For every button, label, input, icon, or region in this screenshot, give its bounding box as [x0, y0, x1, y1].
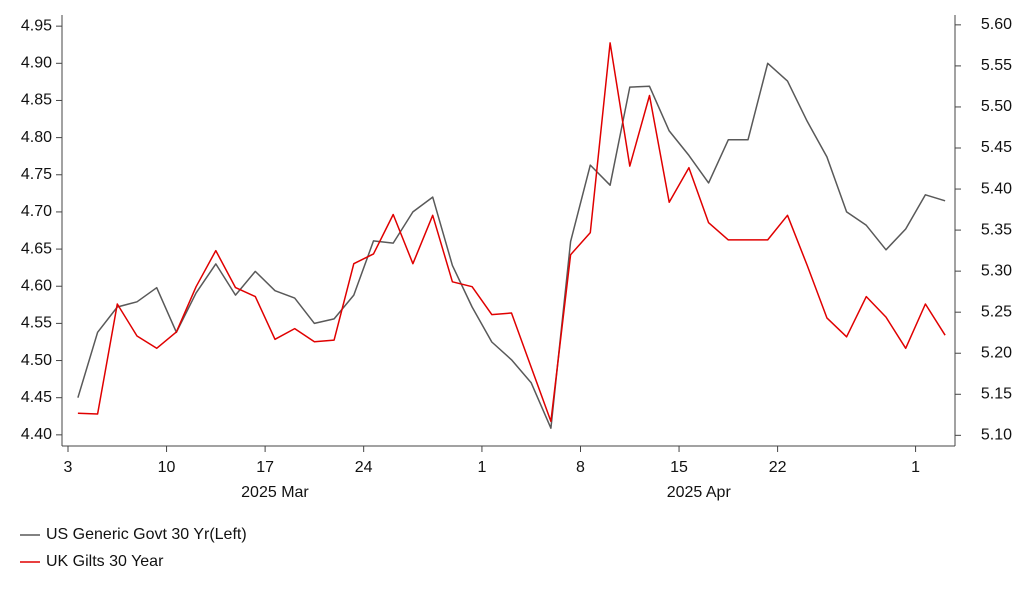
x-group-label: 2025 Mar: [241, 484, 309, 501]
legend-label: UK Gilts 30 Year: [46, 553, 164, 570]
y-tick-label: 4.60: [21, 277, 52, 294]
x-group-label: 2025 Apr: [667, 484, 732, 501]
x-tick-label: 17: [256, 459, 274, 476]
y-tick-label: 4.55: [21, 315, 52, 332]
x-tick-label: 22: [769, 459, 787, 476]
y2-tick-label: 5.40: [981, 180, 1012, 197]
y-tick-label: 4.75: [21, 166, 52, 183]
y-tick-label: 4.85: [21, 92, 52, 109]
legend-label: US Generic Govt 30 Yr(Left): [46, 526, 247, 543]
y2-tick-label: 5.60: [981, 16, 1012, 33]
series-line: [77, 42, 946, 423]
x-tick-label: 1: [911, 459, 920, 476]
y-tick-label: 4.40: [21, 426, 52, 443]
y-tick-label: 4.80: [21, 129, 52, 146]
y2-tick-label: 5.20: [981, 344, 1012, 361]
y2-tick-label: 5.45: [981, 139, 1012, 156]
y2-tick-label: 5.50: [981, 98, 1012, 115]
y2-tick-label: 5.35: [981, 221, 1012, 238]
series-line: [77, 62, 946, 429]
y2-tick-label: 5.55: [981, 57, 1012, 74]
x-tick-label: 8: [576, 459, 585, 476]
y2-tick-label: 5.15: [981, 385, 1012, 402]
y-tick-label: 4.50: [21, 352, 52, 369]
x-tick-label: 1: [477, 459, 486, 476]
y-tick-label: 4.65: [21, 240, 52, 257]
y-tick-label: 4.70: [21, 203, 52, 220]
y-tick-label: 4.45: [21, 389, 52, 406]
y2-tick-label: 5.25: [981, 303, 1012, 320]
y2-tick-label: 5.30: [981, 262, 1012, 279]
x-tick-label: 10: [158, 459, 176, 476]
x-tick-label: 15: [670, 459, 688, 476]
y-tick-label: 4.90: [21, 55, 52, 72]
y2-tick-label: 5.10: [981, 427, 1012, 444]
y-tick-label: 4.95: [21, 17, 52, 34]
x-tick-label: 3: [64, 459, 73, 476]
x-tick-label: 24: [355, 459, 373, 476]
